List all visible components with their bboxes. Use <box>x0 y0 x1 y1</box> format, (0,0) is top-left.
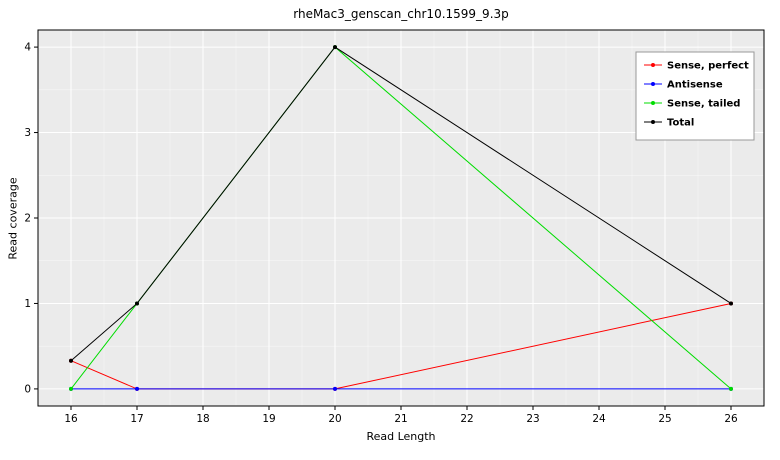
x-tick-label: 16 <box>64 413 78 425</box>
legend-key-point-total <box>651 120 655 124</box>
x-tick-label: 23 <box>526 413 539 425</box>
x-tick-label: 26 <box>724 413 738 425</box>
series-point-antisense <box>135 386 139 391</box>
series-point-antisense <box>333 386 337 391</box>
y-tick-label: 3 <box>24 127 31 139</box>
legend-label-antisense: Antisense <box>667 80 723 91</box>
series-point-total <box>333 45 337 50</box>
x-tick-label: 21 <box>394 413 407 425</box>
legend-label-sense-tailed: Sense, tailed <box>667 99 740 110</box>
legend-label-sense-perfect: Sense, perfect <box>667 61 749 72</box>
x-tick-label: 22 <box>460 413 473 425</box>
series-line-total <box>70 46 732 362</box>
x-tick-label: 19 <box>262 413 275 425</box>
legend-key-point-sense-perfect <box>651 63 655 67</box>
y-tick-label: 1 <box>24 298 31 310</box>
legend-label-total: Total <box>667 118 694 129</box>
chart-title: rheMac3_genscan_chr10.1599_9.3p <box>293 7 509 21</box>
x-tick-label: 25 <box>658 413 671 425</box>
y-axis-label: Read coverage <box>6 176 20 260</box>
panel-border <box>37 29 765 407</box>
y-tick-label: 4 <box>24 42 31 54</box>
legend-key-point-antisense <box>651 82 655 86</box>
legend-key-point-sense-tailed <box>651 101 655 105</box>
series-point-total <box>729 301 733 306</box>
x-tick-label: 24 <box>592 413 606 425</box>
series-point-total <box>135 301 139 306</box>
y-axis-label-wrap: Read coverage <box>0 30 26 406</box>
x-tick-label: 17 <box>130 413 143 425</box>
series-point-sense-tailed <box>69 386 73 391</box>
y-tick-label: 0 <box>24 383 31 395</box>
series-point-sense-tailed <box>729 386 733 391</box>
x-tick-label: 18 <box>196 413 209 425</box>
x-axis-label: Read Length <box>366 430 436 443</box>
legend-box <box>635 51 755 141</box>
series-point-total <box>69 358 73 363</box>
x-tick-label: 20 <box>328 413 341 425</box>
y-tick-label: 2 <box>24 213 31 225</box>
